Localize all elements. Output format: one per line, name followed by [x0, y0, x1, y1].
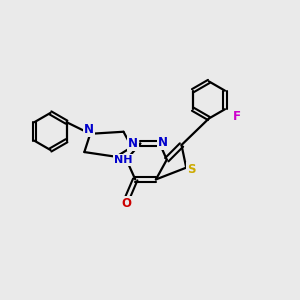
Text: O: O	[122, 197, 131, 210]
Text: F: F	[233, 110, 241, 123]
Text: N: N	[128, 137, 138, 150]
Text: N: N	[84, 124, 94, 136]
Text: S: S	[187, 163, 196, 176]
Text: NH: NH	[114, 155, 133, 165]
Text: N: N	[158, 136, 168, 149]
